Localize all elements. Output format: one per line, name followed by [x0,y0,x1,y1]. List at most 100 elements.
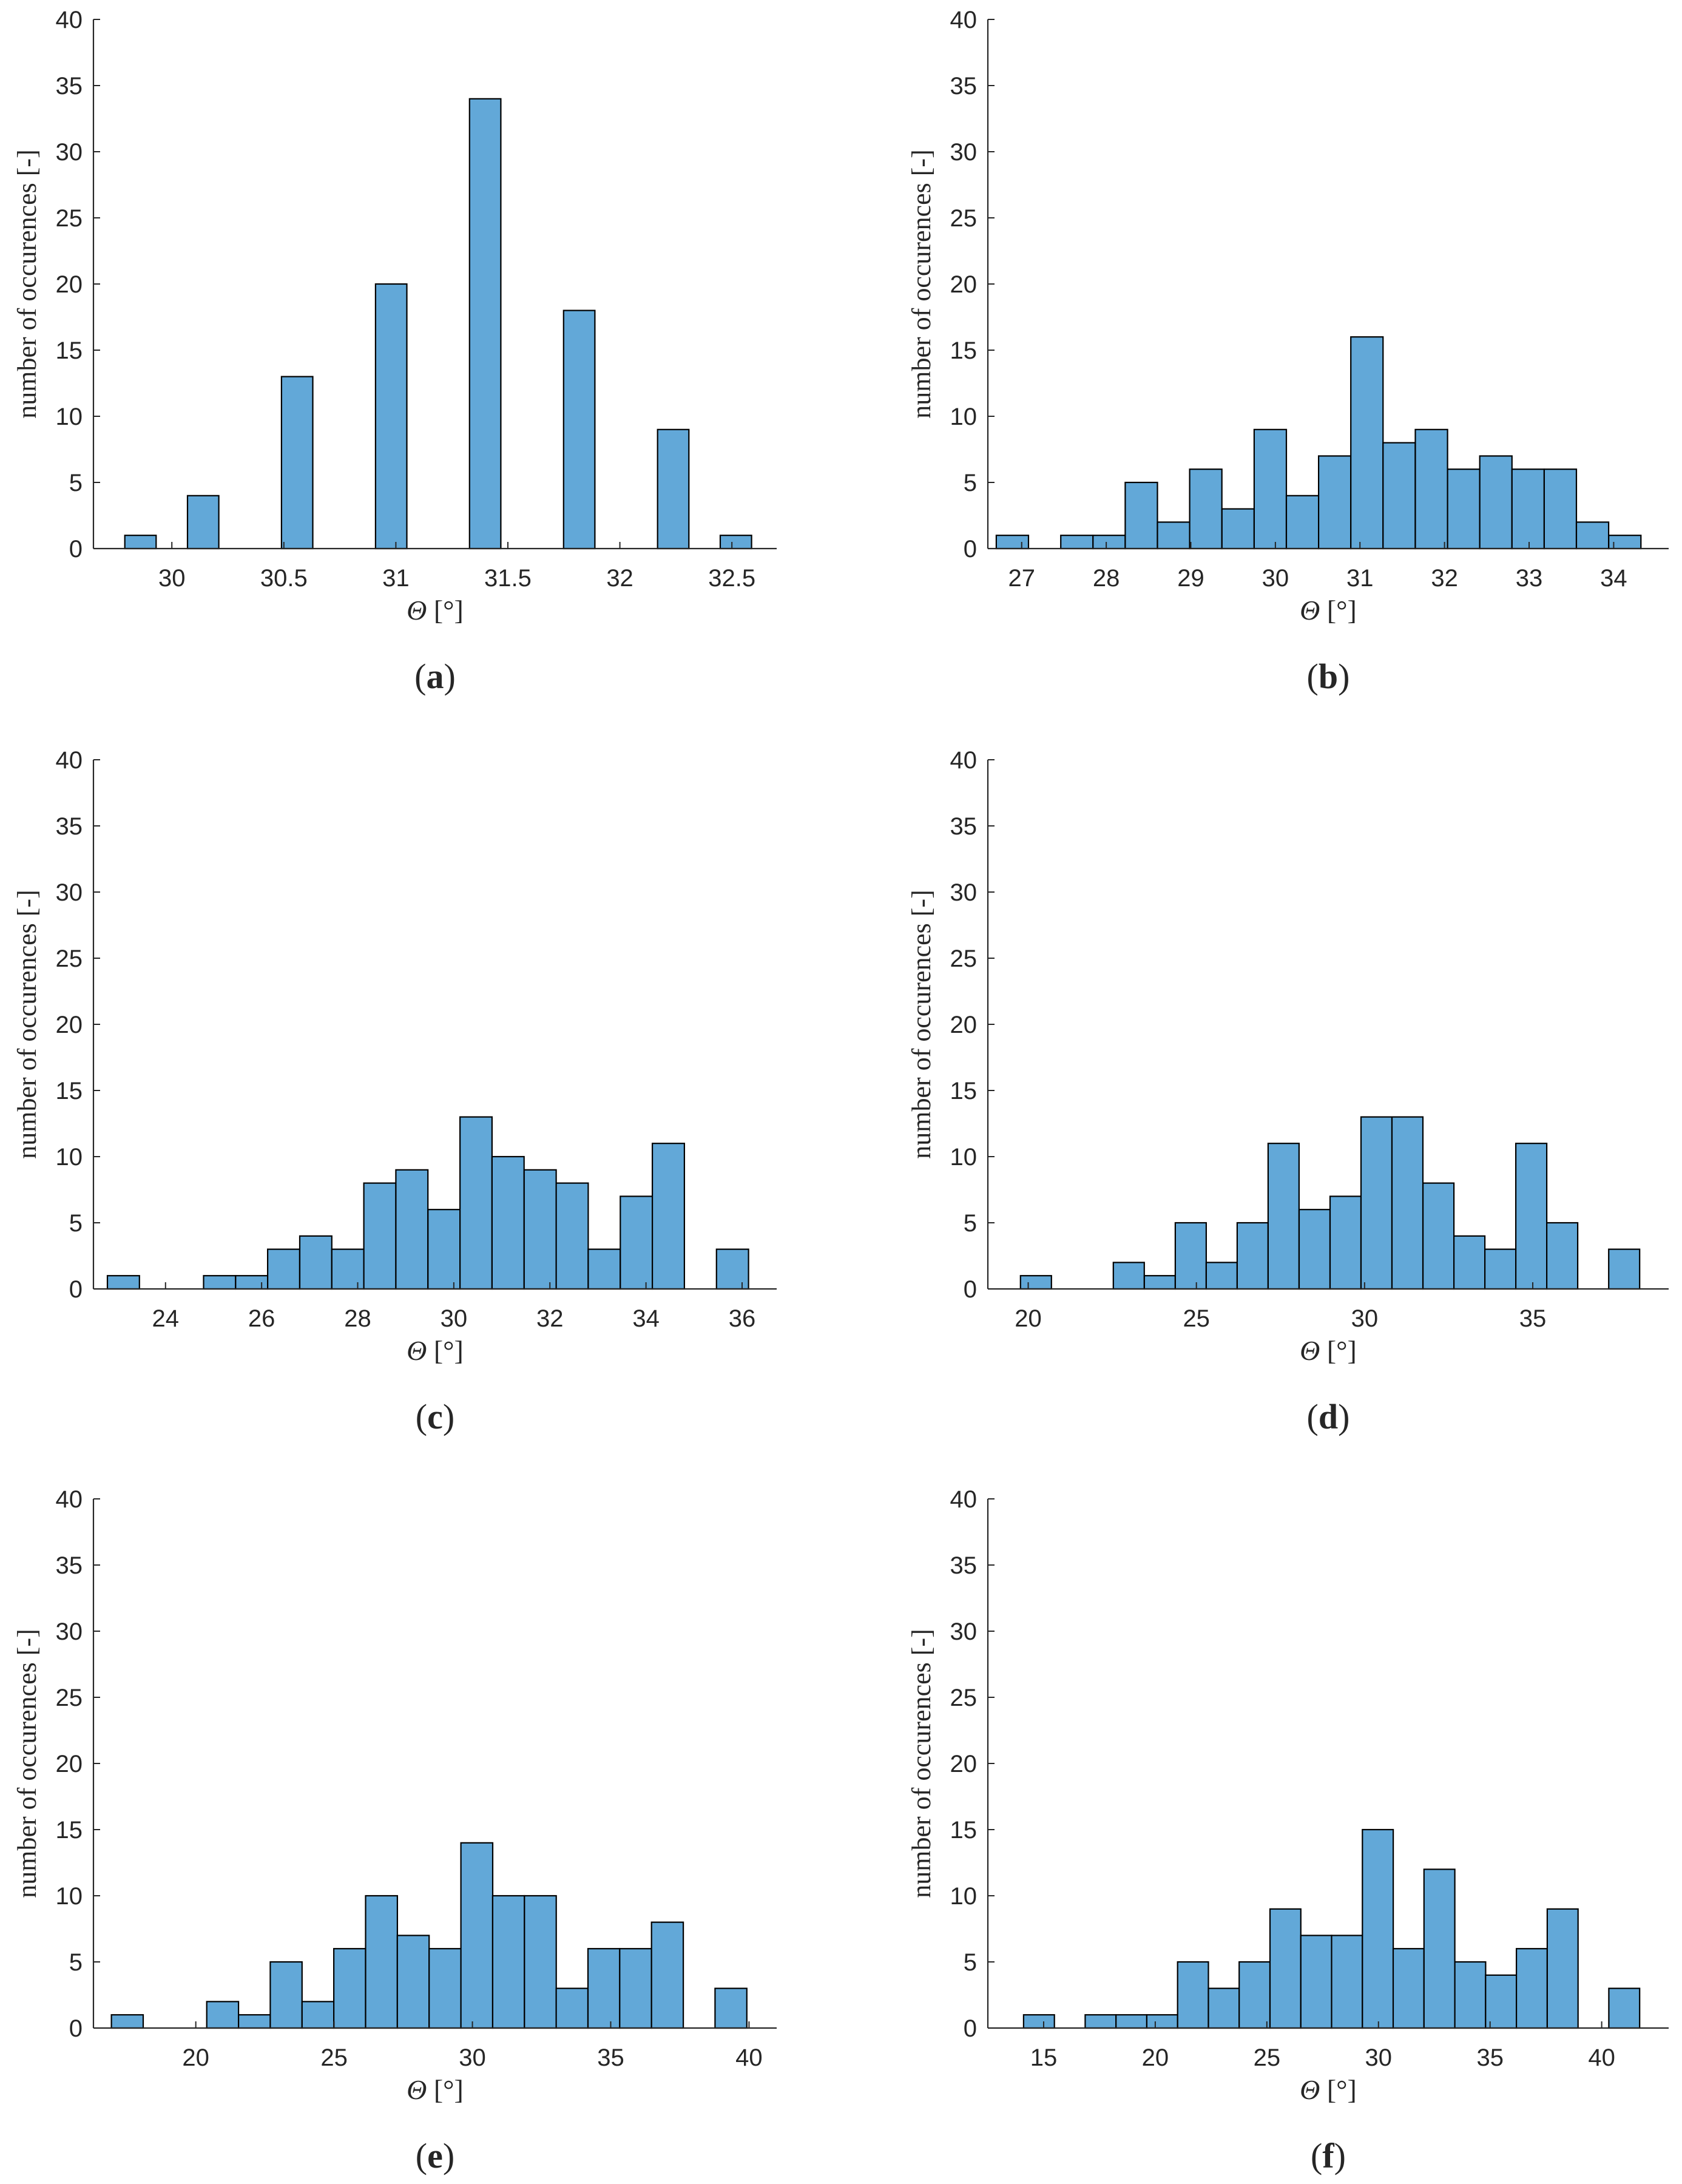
histogram-bar [238,2014,271,2029]
histogram-bar [1423,1868,1456,2029]
panel-caption: (c) [416,1397,454,1436]
histogram-bar [650,1921,684,2029]
histogram-bar [1485,1974,1518,2029]
histogram-bar [1177,1961,1209,2029]
x-tick-label: 32 [606,565,633,592]
y-tick-label: 15 [950,1078,978,1104]
histogram-bar [301,2001,335,2029]
histogram-bar [203,1275,237,1290]
y-tick-label: 5 [964,1949,977,1976]
histogram-bar [267,1248,301,1290]
x-axis-title: Θ [°] [407,1335,464,1366]
y-tick-label: 0 [69,1276,83,1303]
x-tick-label: 30 [1351,1305,1379,1332]
histogram-bar [1267,1143,1300,1290]
histogram-bar [524,1895,557,2029]
y-tick-label: 15 [950,1817,978,1844]
x-tick-label: 15 [1030,2044,1058,2071]
histogram-bar [1453,1235,1486,1290]
histogram-bar [1092,535,1126,550]
x-tick-label: 26 [248,1305,275,1332]
y-tick-label: 20 [56,1012,83,1038]
y-tick-label: 25 [56,1685,83,1711]
histogram-bar [106,1275,140,1290]
x-tick-label: 35 [597,2044,624,2071]
histogram-bar [562,309,596,550]
histogram-bar [1479,455,1513,550]
y-tick-label: 30 [950,879,978,906]
histogram-bar [1515,1143,1548,1290]
y-tick-label: 20 [56,1751,83,1777]
histogram-bar [1269,1908,1302,2029]
x-tick-label: 32 [536,1305,564,1332]
y-tick-label: 25 [950,945,978,972]
y-tick-label: 15 [950,337,978,364]
x-tick-label: 34 [632,1305,660,1332]
histogram-bar [1236,1222,1269,1290]
x-axis-title: Θ [°] [407,595,464,626]
y-tick-label: 30 [950,139,978,166]
x-tick-label: 25 [320,2044,348,2071]
histogram-bar [715,1248,749,1290]
histogram-bar [1019,1275,1052,1290]
y-tick-label: 35 [56,73,83,100]
y-tick-label: 5 [69,1949,83,1976]
y-tick-label: 40 [56,747,83,774]
histogram-bar [1362,1828,1394,2029]
y-tick-label: 25 [56,945,83,972]
x-axis-title: Θ [°] [1300,1335,1357,1366]
x-tick-label: 28 [1093,565,1120,592]
histogram-bar [1608,1987,1641,2029]
y-tick-label: 30 [56,139,83,166]
x-tick-label: 34 [1600,565,1627,592]
histogram-bar [1174,1222,1207,1290]
y-axis-title: number of occurences [-] [12,890,42,1158]
x-tick-label: 30 [1262,565,1289,592]
x-axis-title: Θ [°] [1300,595,1357,626]
histogram-bar [1022,2014,1055,2029]
histogram-bar [1511,468,1545,550]
histogram-bar [206,2001,240,2029]
histogram-bar [555,1182,589,1290]
histogram-bar [1084,2014,1117,2029]
histogram-bar [365,1895,399,2029]
y-tick-label: 30 [56,1618,83,1645]
y-tick-label: 40 [950,7,978,33]
histogram-bar [1382,442,1416,550]
histogram-bar [587,1948,621,2029]
histogram-bar [1608,1248,1641,1290]
histogram-bar [1350,336,1384,550]
y-tick-label: 10 [56,404,83,430]
y-tick-label: 35 [56,1552,83,1579]
x-tick-label: 20 [1015,1305,1042,1332]
x-tick-label: 25 [1254,2044,1281,2071]
y-tick-label: 20 [950,1751,978,1777]
histogram-bar [1207,1987,1240,2029]
histogram-bar [651,1143,685,1290]
y-tick-label: 5 [964,470,977,496]
panel-caption: (d) [1307,1397,1350,1436]
histogram-bar [1454,1961,1487,2029]
histogram-bar [1112,1262,1145,1290]
histogram-bar [124,535,157,550]
y-tick-label: 25 [56,205,83,232]
x-tick-label: 36 [729,1305,756,1332]
histogram-bar [331,1248,365,1290]
x-tick-label: 30 [158,565,186,592]
x-tick-label: 32 [1431,565,1458,592]
x-tick-label: 31.5 [484,565,532,592]
x-tick-label: 20 [1142,2044,1169,2071]
histogram-bar [1115,2014,1148,2029]
histogram-bar [1143,1275,1177,1290]
y-axis-title: number of occurences [-] [907,149,936,418]
histogram-bar [995,535,1030,550]
y-tick-label: 35 [950,73,978,100]
histogram-bar [428,1948,462,2029]
histogram-bar [186,495,220,550]
histogram-bar [1331,1935,1363,2029]
histogram-bar [235,1275,269,1290]
histogram-bar [1543,468,1578,550]
x-tick-label: 40 [1588,2044,1615,2071]
histogram-bar [374,283,408,550]
histogram-bar [333,1948,366,2029]
